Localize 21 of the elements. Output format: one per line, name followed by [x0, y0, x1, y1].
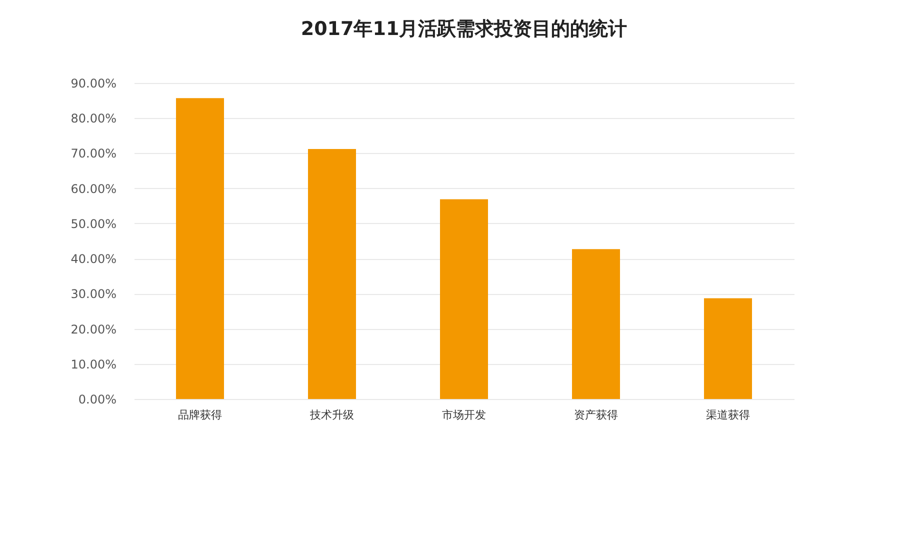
chart-title: 2017年11月活跃需求投资目的的统计: [300, 18, 628, 40]
y-tick-label: 70.00%: [70, 146, 116, 161]
bar: [308, 149, 356, 399]
y-tick-label: 40.00%: [70, 252, 116, 266]
bar: [704, 298, 752, 399]
x-tick-label: 品牌获得: [178, 408, 222, 422]
x-tick-label: 技术升级: [309, 408, 354, 422]
y-tick-label: 60.00%: [70, 182, 116, 196]
y-tick-label: 10.00%: [70, 357, 116, 372]
x-tick-label: 市场开发: [442, 408, 486, 422]
x-tick-label: 渠道获得: [706, 408, 750, 422]
y-tick-label: 0.00%: [78, 392, 116, 406]
bar: [572, 249, 620, 399]
y-tick-label: 50.00%: [70, 216, 116, 231]
y-tick-label: 30.00%: [70, 287, 116, 302]
x-tick-label: 资产获得: [574, 408, 618, 422]
bar: [176, 98, 224, 399]
y-tick-label: 90.00%: [70, 76, 116, 90]
y-tick-label: 20.00%: [70, 322, 116, 336]
bar: [440, 199, 488, 399]
y-tick-label: 80.00%: [70, 112, 116, 126]
